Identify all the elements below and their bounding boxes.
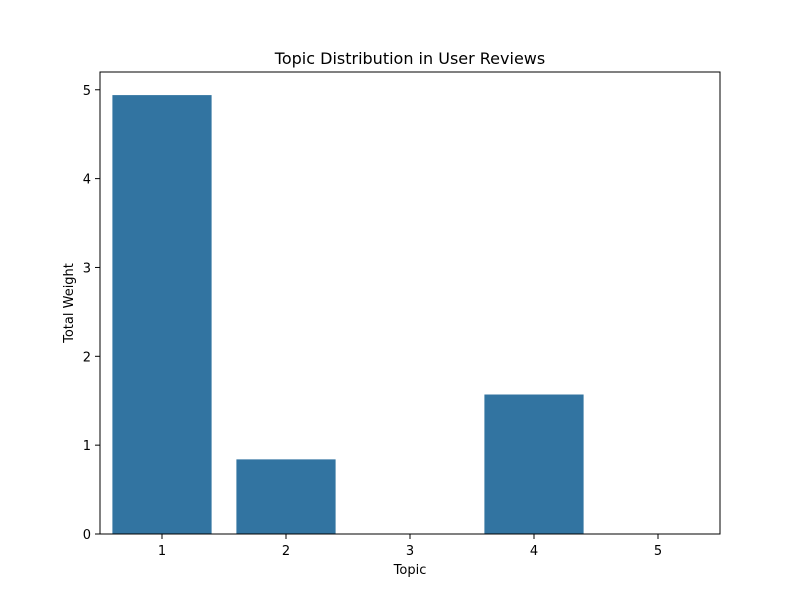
y-tick-label: 5 [83, 84, 91, 99]
x-axis-label: Topic [393, 563, 427, 578]
y-tick-label: 2 [83, 350, 91, 365]
bar-topic-2 [236, 459, 336, 534]
y-tick-label: 3 [83, 261, 91, 276]
y-tick-label: 4 [83, 173, 91, 188]
y-axis: 0 1 2 3 4 5 [83, 84, 100, 543]
y-tick-label: 0 [83, 528, 91, 543]
x-tick-label: 1 [158, 544, 166, 559]
x-tick-label: 2 [282, 544, 290, 559]
chart-title: Topic Distribution in User Reviews [274, 49, 545, 68]
x-axis: 1 2 3 4 5 [158, 534, 662, 559]
bars-group [112, 95, 584, 534]
y-tick-label: 1 [83, 439, 91, 454]
y-axis-label: Total Weight [62, 263, 77, 344]
bar-topic-4 [484, 394, 584, 534]
bar-topic-1 [112, 95, 212, 534]
x-tick-label: 4 [530, 544, 538, 559]
x-tick-label: 5 [654, 544, 662, 559]
x-tick-label: 3 [406, 544, 414, 559]
